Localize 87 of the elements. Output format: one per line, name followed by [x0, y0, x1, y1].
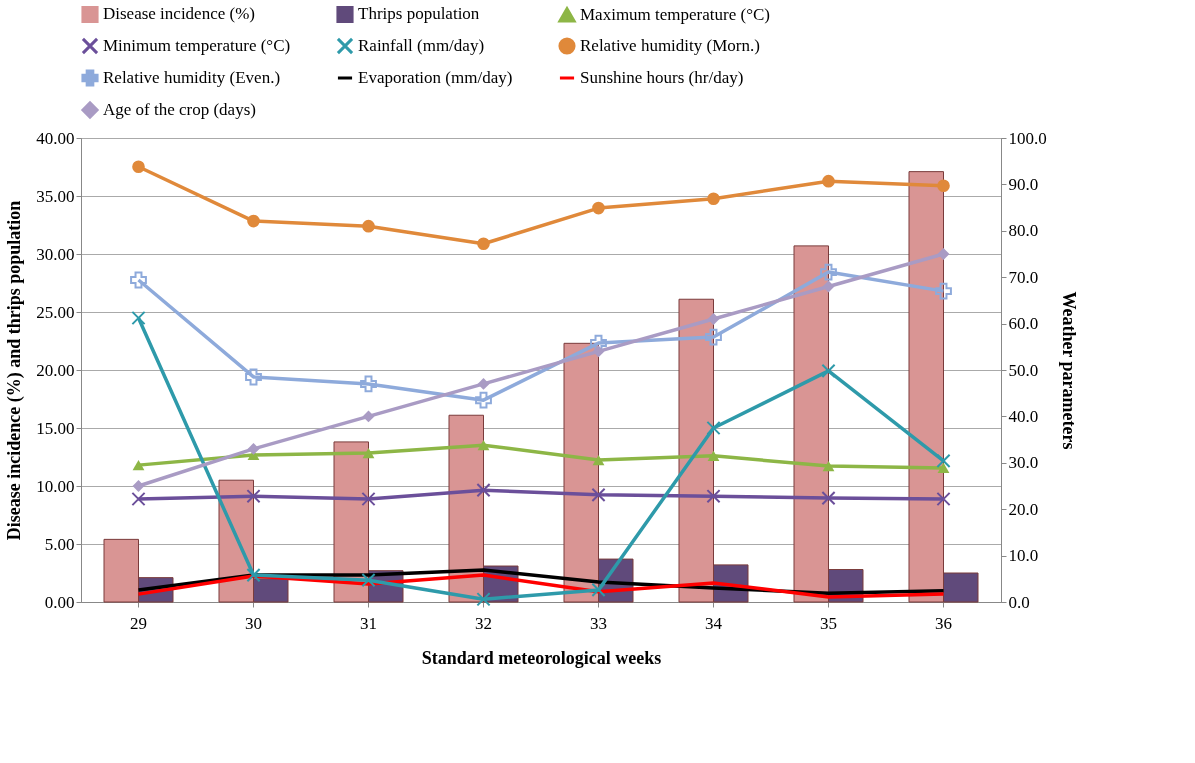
- point: [590, 334, 607, 352]
- point: [935, 282, 952, 300]
- point: [591, 487, 606, 502]
- point: [822, 460, 835, 472]
- point: [362, 219, 375, 233]
- point: [246, 489, 261, 504]
- y-axis-title: Disease incidence (%) and thrips population: [4, 200, 26, 541]
- point: [362, 410, 375, 423]
- legend-label: Age of the crop (days): [103, 100, 256, 119]
- legend-label: Thrips population: [358, 4, 480, 24]
- point: [477, 440, 490, 451]
- legend-label: Sunshine hours (hr/day): [580, 68, 744, 87]
- y2-tick-label: 80.0: [1008, 221, 1039, 241]
- point: [132, 460, 145, 471]
- point: [592, 201, 605, 215]
- y2-tick-label: 70.0: [1008, 267, 1039, 287]
- y2-tick-label: 100.0: [1008, 128, 1047, 148]
- legend-label: Relative humidity (Morn.): [580, 36, 760, 55]
- y-tick-label: 5.00: [44, 534, 75, 554]
- point: [591, 582, 606, 598]
- point: [247, 442, 260, 455]
- legend-label: Relative humidity (Even.): [103, 68, 281, 87]
- x-tick-label: 33: [590, 613, 607, 633]
- x-tick-label: 35: [820, 613, 837, 633]
- legend-label: Evaporation (mm/day): [358, 68, 513, 87]
- y-tick-label: 30.00: [36, 244, 75, 264]
- legend-label: Disease incidence (%): [103, 4, 255, 24]
- y2-tick-label: 10.0: [1008, 546, 1039, 566]
- y-tick-label: 25.00: [36, 302, 75, 322]
- point: [936, 453, 951, 469]
- point: [705, 328, 722, 346]
- y2-axis-title: Weather parameters: [1058, 291, 1079, 450]
- point: [707, 192, 720, 206]
- y2-tick-label: 20.0: [1008, 499, 1039, 519]
- y-tick-label: 15.00: [36, 418, 75, 438]
- point: [706, 420, 721, 436]
- point: [246, 567, 261, 583]
- x-tick-label: 30: [245, 613, 262, 633]
- point: [822, 174, 835, 188]
- point: [592, 454, 605, 466]
- y-tick-label: 0.00: [44, 592, 75, 612]
- y2-tick-label: 50.0: [1008, 360, 1039, 380]
- point: [937, 179, 950, 193]
- point: [821, 490, 836, 506]
- legend-label: Rainfall (mm/day): [358, 36, 485, 55]
- point: [937, 462, 950, 474]
- point: [130, 271, 147, 289]
- line-series: [136, 573, 946, 599]
- point: [362, 447, 375, 459]
- y2-tick-label: 30.0: [1008, 453, 1039, 473]
- x-tick-label: 36: [935, 613, 952, 633]
- point: [132, 160, 145, 174]
- point: [475, 391, 492, 409]
- point: [706, 489, 721, 504]
- x-tick-label: 29: [130, 613, 147, 633]
- x-tick-label: 32: [475, 613, 492, 633]
- y2-tick-label: 0.0: [1008, 592, 1030, 612]
- point: [132, 480, 145, 492]
- y2-tick-label: 60.0: [1008, 314, 1039, 334]
- point: [937, 248, 950, 260]
- point: [936, 491, 951, 507]
- y-tick-label: 20.00: [36, 360, 75, 380]
- point: [361, 573, 376, 588]
- y-tick-label: 40.00: [36, 128, 75, 148]
- point: [707, 450, 720, 461]
- point: [245, 368, 262, 386]
- point: [247, 214, 260, 228]
- point: [476, 592, 491, 607]
- x-tick-label: 34: [705, 613, 723, 633]
- point: [820, 263, 837, 281]
- y-tick-label: 10.00: [36, 476, 75, 496]
- point: [360, 375, 377, 393]
- point: [821, 363, 836, 379]
- point: [131, 310, 146, 326]
- point: [131, 491, 146, 507]
- y-tick-label: 35.00: [36, 186, 75, 206]
- point: [476, 483, 491, 498]
- legend-label: Minimum temperature (°C): [103, 36, 291, 55]
- x-axis-title: Standard meteorological weeks: [421, 647, 662, 668]
- legend-label: Maximum temperature (°C): [580, 4, 770, 24]
- y2-tick-label: 40.0: [1008, 406, 1039, 426]
- y2-tick-label: 90.0: [1008, 174, 1039, 194]
- point: [707, 313, 720, 325]
- x-tick-label: 31: [360, 613, 377, 633]
- point: [477, 378, 490, 390]
- point: [477, 237, 490, 251]
- point: [361, 491, 376, 507]
